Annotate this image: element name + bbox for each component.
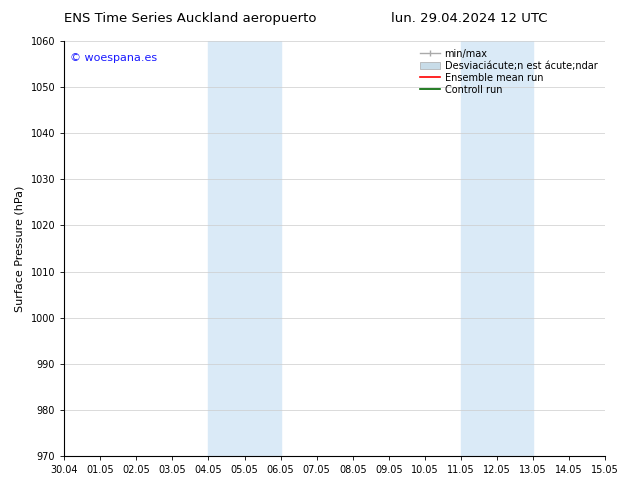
Y-axis label: Surface Pressure (hPa): Surface Pressure (hPa) [15,185,25,312]
Text: lun. 29.04.2024 12 UTC: lun. 29.04.2024 12 UTC [391,12,547,25]
Bar [209,41,281,456]
Bar [461,41,533,456]
Legend: min/max, Desviaciácute;n est ácute;ndar, Ensemble mean run, Controll run: min/max, Desviaciácute;n est ácute;ndar,… [417,46,600,98]
Text: ENS Time Series Auckland aeropuerto: ENS Time Series Auckland aeropuerto [64,12,316,25]
Text: © woespana.es: © woespana.es [70,53,157,64]
